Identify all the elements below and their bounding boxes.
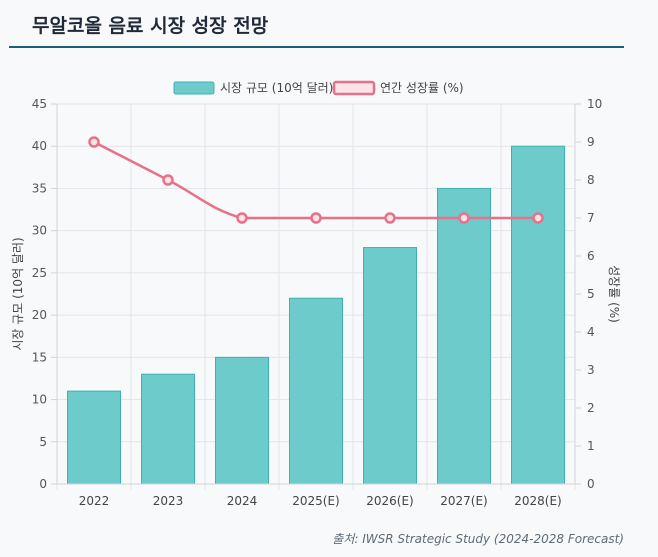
left-tick-label: 20 (32, 308, 47, 322)
left-tick-label: 35 (32, 181, 47, 195)
x-tick-label: 2028(E) (514, 494, 561, 508)
y-axis-title: 시장 규모 (10억 달러) (11, 237, 25, 350)
page-title: 무알코올 음료 시장 성장 전망 (32, 15, 269, 37)
x-tick-label: 2022 (79, 494, 110, 508)
left-tick-label: 0 (39, 477, 47, 491)
x-tick-label: 2025(E) (292, 494, 339, 508)
bar (215, 356, 269, 485)
x-tick-label: 2026(E) (366, 494, 413, 508)
right-tick-label: 2 (587, 401, 595, 415)
growth-point (532, 212, 544, 224)
y2-axis-title: 성장률 (%) (607, 265, 621, 323)
left-tick-label: 45 (32, 97, 47, 111)
growth-point (458, 212, 470, 224)
left-tick-label: 25 (32, 266, 47, 280)
left-tick-label: 30 (32, 224, 47, 238)
legend-label: 연간 성장률 (%) (380, 81, 464, 95)
right-tick-label: 7 (587, 211, 595, 225)
growth-point (162, 174, 174, 186)
bar (67, 390, 121, 485)
left-tick-label: 5 (39, 435, 47, 449)
right-tick-label: 9 (587, 135, 595, 149)
right-tick-label: 1 (587, 439, 595, 453)
right-tick-label: 10 (587, 97, 602, 111)
growth-point (88, 136, 100, 148)
growth-point (310, 212, 322, 224)
bar (511, 145, 565, 485)
bar (289, 297, 343, 485)
right-tick-label: 4 (587, 325, 595, 339)
bar-series (67, 145, 565, 485)
source-note: 출처: IWSR Strategic Study (2024-2028 Fore… (332, 532, 624, 546)
right-tick-label: 6 (587, 249, 595, 263)
left-tick-label: 40 (32, 139, 47, 153)
legend-label: 시장 규모 (10억 달러) (220, 81, 333, 95)
x-tick-label: 2023 (153, 494, 184, 508)
x-tick-label: 2024 (227, 494, 258, 508)
right-tick-label: 8 (587, 173, 595, 187)
right-tick-label: 3 (587, 363, 595, 377)
line-series (88, 136, 544, 224)
right-tick-label: 0 (587, 477, 595, 491)
legend-swatch (173, 81, 215, 95)
growth-point (236, 212, 248, 224)
bar (363, 247, 417, 485)
x-tick-label: 2027(E) (440, 494, 487, 508)
title-divider (9, 46, 624, 48)
legend-swatch (332, 80, 376, 96)
growth-point (384, 212, 396, 224)
bar (437, 187, 491, 485)
bar (141, 373, 195, 485)
right-tick-label: 5 (587, 287, 595, 301)
left-tick-label: 10 (32, 393, 47, 407)
legend: 시장 규모 (10억 달러) 연간 성장률 (%) (173, 80, 464, 96)
left-tick-label: 15 (32, 350, 47, 364)
